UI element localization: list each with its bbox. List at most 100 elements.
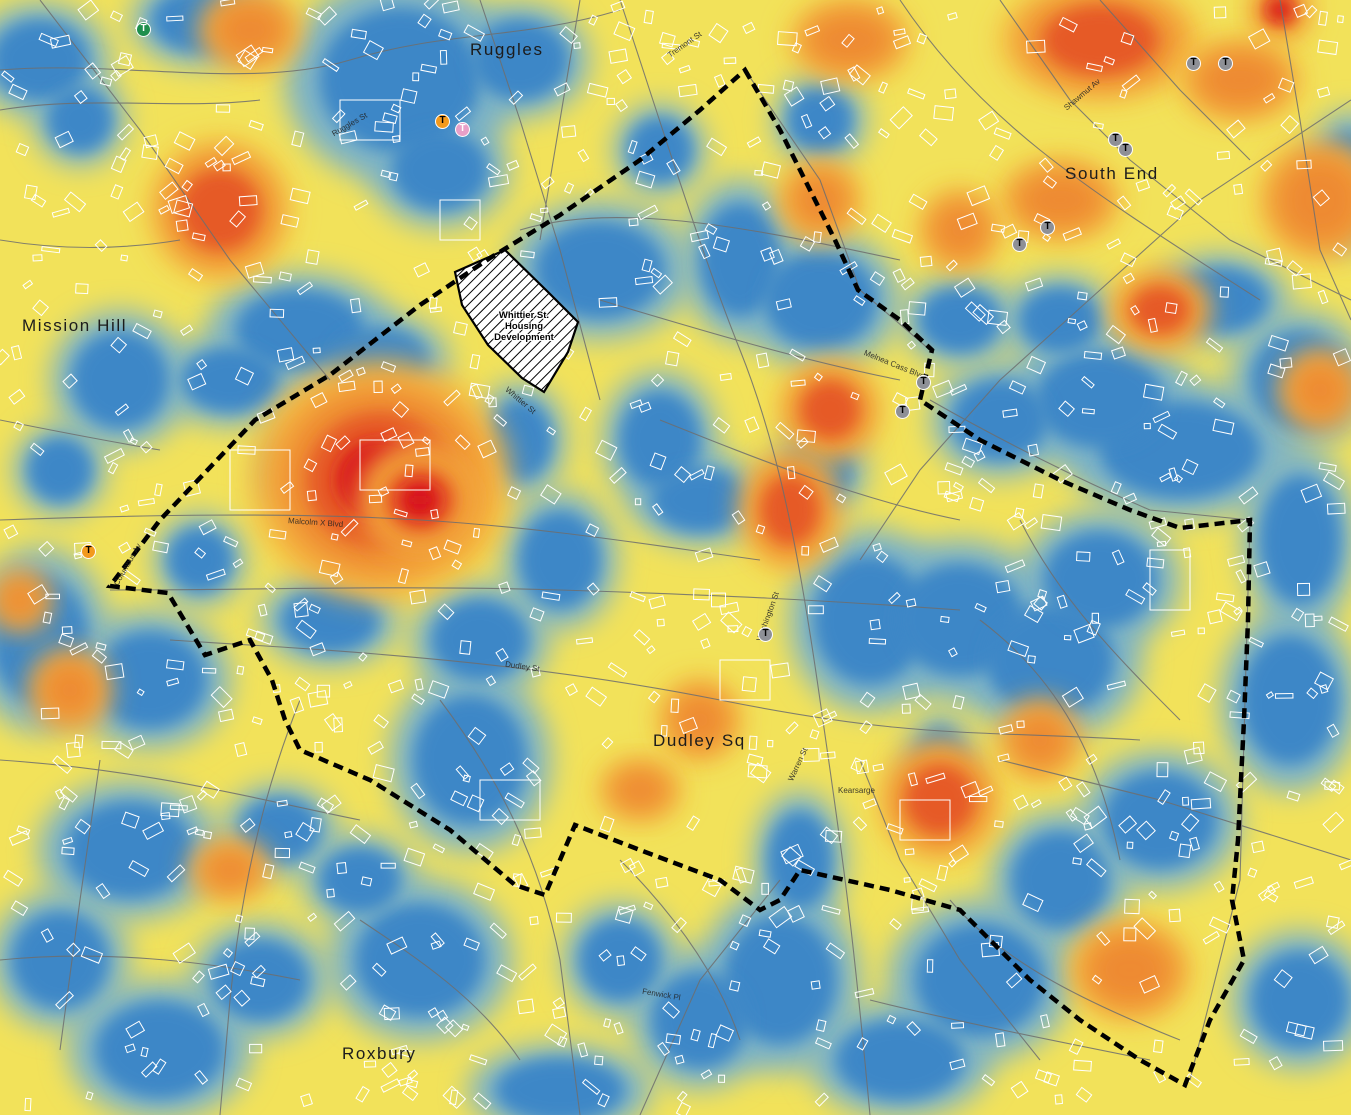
building-outline	[761, 882, 769, 895]
building-outline	[508, 90, 524, 105]
building-outline	[1110, 346, 1126, 360]
building-outline	[588, 14, 599, 26]
building-outline	[116, 123, 135, 141]
building-outline	[1286, 790, 1301, 802]
building-outline	[905, 598, 917, 608]
building-outline	[1213, 6, 1227, 19]
building-outline	[143, 134, 159, 149]
t-station-icon[interactable]: T	[895, 404, 910, 419]
building-outline	[110, 184, 124, 200]
building-outline	[775, 298, 792, 311]
building-outline	[1304, 5, 1318, 19]
t-station-icon[interactable]: T	[1218, 56, 1233, 71]
building-outline	[1235, 569, 1247, 584]
warm-zone	[198, 846, 262, 894]
building-outline	[597, 1093, 610, 1108]
t-station-icon[interactable]: T	[1118, 142, 1133, 157]
building-outline	[187, 372, 207, 391]
building-outline	[1073, 1059, 1092, 1072]
building-outline	[1075, 781, 1091, 798]
building-outline	[413, 262, 430, 278]
building-outline	[367, 740, 384, 755]
t-station-icon[interactable]: T	[435, 114, 450, 129]
building-outline	[770, 662, 791, 679]
building-outline	[191, 232, 206, 242]
t-station-icon[interactable]: T	[1012, 237, 1027, 252]
building-outline	[936, 864, 949, 882]
building-outline	[338, 369, 354, 383]
building-outline	[1263, 889, 1279, 903]
building-outline	[329, 571, 344, 585]
building-outline	[230, 960, 246, 977]
label-mission-hill: Mission Hill	[22, 316, 128, 335]
building-outline	[947, 12, 958, 21]
building-outline	[110, 336, 128, 354]
building-outline	[397, 431, 415, 449]
building-outline	[586, 582, 600, 596]
t-station-icon[interactable]: T	[136, 22, 151, 37]
building-outline	[371, 962, 387, 977]
building-outline	[484, 393, 495, 405]
dev-label-line1: Whittier St.	[498, 310, 550, 321]
building-outline	[223, 535, 239, 548]
t-station-icon[interactable]: T	[916, 375, 931, 390]
building-outline	[585, 523, 600, 538]
building-outline	[55, 990, 74, 1010]
building-outline	[911, 906, 930, 915]
building-outline	[463, 24, 486, 42]
building-outline	[215, 104, 231, 113]
building-outline	[907, 772, 919, 787]
t-station-icon[interactable]: T	[455, 122, 470, 137]
building-outline	[1229, 711, 1250, 720]
building-outline	[598, 297, 618, 308]
building-outline	[401, 1085, 419, 1102]
building-outline	[463, 216, 478, 231]
building-outline	[616, 955, 626, 967]
t-station-icon[interactable]: T	[81, 544, 96, 559]
building-outline	[124, 1043, 136, 1054]
t-station-icon[interactable]: T	[758, 627, 773, 642]
building-outline	[110, 69, 122, 82]
building-outline	[529, 213, 543, 223]
t-station-icon[interactable]: T	[1040, 220, 1055, 235]
building-outline	[918, 878, 938, 893]
building-outline	[660, 51, 675, 66]
building-outline	[355, 1085, 370, 1103]
building-outline	[844, 133, 860, 149]
building-outline	[204, 156, 218, 168]
building-outline	[628, 217, 639, 227]
building-outline	[1068, 1038, 1084, 1055]
building-outline	[166, 677, 180, 687]
building-outline	[862, 798, 877, 810]
building-outline	[236, 665, 245, 675]
building-outline	[470, 383, 483, 400]
building-outline	[339, 99, 401, 141]
building-outline	[1322, 1040, 1344, 1052]
building-outline	[647, 690, 661, 704]
building-outline	[579, 406, 593, 422]
building-outline	[948, 844, 970, 864]
label-ruggles: Ruggles	[470, 40, 544, 59]
building-outline	[335, 435, 351, 451]
warm-zone	[802, 382, 858, 438]
building-outline	[343, 680, 353, 690]
building-outline	[85, 1091, 94, 1101]
building-outline	[449, 1089, 459, 1106]
building-outline	[1027, 655, 1036, 664]
building-outline	[1008, 380, 1027, 395]
building-outline	[468, 1054, 488, 1066]
building-outline	[796, 437, 809, 449]
building-outline	[662, 1001, 681, 1019]
building-outline	[340, 518, 359, 537]
building-outline	[194, 547, 207, 559]
building-outline	[718, 1074, 726, 1083]
t-station-icon[interactable]: T	[1186, 56, 1201, 71]
warm-zone	[668, 688, 732, 752]
building-outline	[200, 780, 220, 799]
building-outline	[1280, 115, 1300, 134]
building-outline	[1265, 691, 1275, 699]
building-outline	[455, 765, 470, 780]
building-outline	[1135, 178, 1151, 192]
